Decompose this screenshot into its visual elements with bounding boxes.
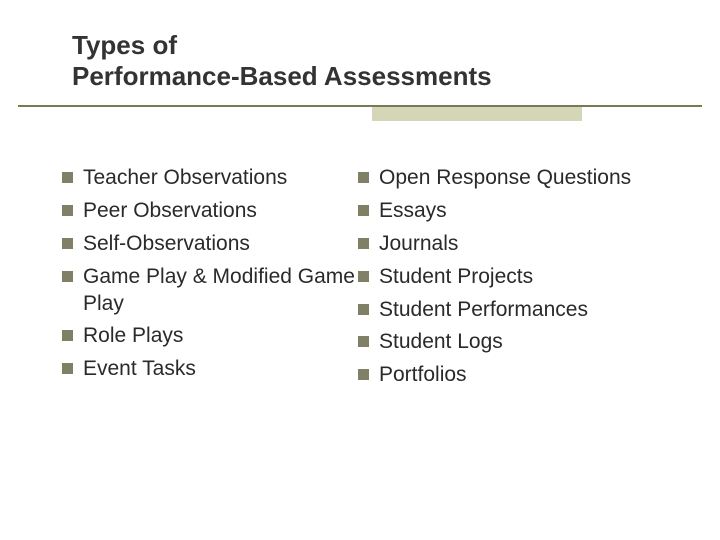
square-bullet-icon	[62, 238, 73, 249]
list-item-text: Essays	[379, 198, 447, 225]
list-item: Journals	[358, 231, 662, 258]
list-item-text: Role Plays	[83, 323, 183, 350]
title-line-1: Types of	[72, 30, 648, 61]
list-item-text: Student Projects	[379, 264, 533, 291]
title-underline	[18, 105, 702, 123]
list-item: Essays	[358, 198, 662, 225]
list-item-text: Open Response Questions	[379, 165, 631, 192]
list-item-text: Event Tasks	[83, 356, 196, 383]
list-item: Teacher Observations	[62, 165, 358, 192]
list-item: Portfolios	[358, 362, 662, 389]
square-bullet-icon	[358, 271, 369, 282]
underline-thin	[18, 105, 702, 107]
list-item: Game Play & Modified Game Play	[62, 264, 358, 318]
list-item-text: Student Performances	[379, 297, 588, 324]
square-bullet-icon	[62, 172, 73, 183]
list-item-text: Game Play & Modified Game Play	[83, 264, 358, 318]
list-item: Event Tasks	[62, 356, 358, 383]
square-bullet-icon	[62, 330, 73, 341]
title-block: Types of Performance-Based Assessments	[72, 30, 648, 92]
list-item-text: Self-Observations	[83, 231, 250, 258]
square-bullet-icon	[358, 304, 369, 315]
square-bullet-icon	[62, 363, 73, 374]
list-item-text: Portfolios	[379, 362, 467, 389]
list-item: Role Plays	[62, 323, 358, 350]
content-columns: Teacher Observations Peer Observations S…	[62, 165, 662, 395]
list-item: Student Logs	[358, 329, 662, 356]
list-item-text: Student Logs	[379, 329, 503, 356]
list-item: Student Performances	[358, 297, 662, 324]
list-item: Self-Observations	[62, 231, 358, 258]
list-item: Student Projects	[358, 264, 662, 291]
title-line-2: Performance-Based Assessments	[72, 61, 648, 92]
square-bullet-icon	[358, 238, 369, 249]
left-column: Teacher Observations Peer Observations S…	[62, 165, 358, 395]
list-item-text: Journals	[379, 231, 458, 258]
square-bullet-icon	[358, 369, 369, 380]
square-bullet-icon	[358, 205, 369, 216]
list-item-text: Teacher Observations	[83, 165, 287, 192]
square-bullet-icon	[62, 205, 73, 216]
right-column: Open Response Questions Essays Journals …	[358, 165, 662, 395]
list-item: Open Response Questions	[358, 165, 662, 192]
square-bullet-icon	[358, 336, 369, 347]
slide: Types of Performance-Based Assessments T…	[0, 0, 720, 540]
square-bullet-icon	[62, 271, 73, 282]
list-item-text: Peer Observations	[83, 198, 257, 225]
square-bullet-icon	[358, 172, 369, 183]
underline-thick	[372, 107, 582, 121]
list-item: Peer Observations	[62, 198, 358, 225]
